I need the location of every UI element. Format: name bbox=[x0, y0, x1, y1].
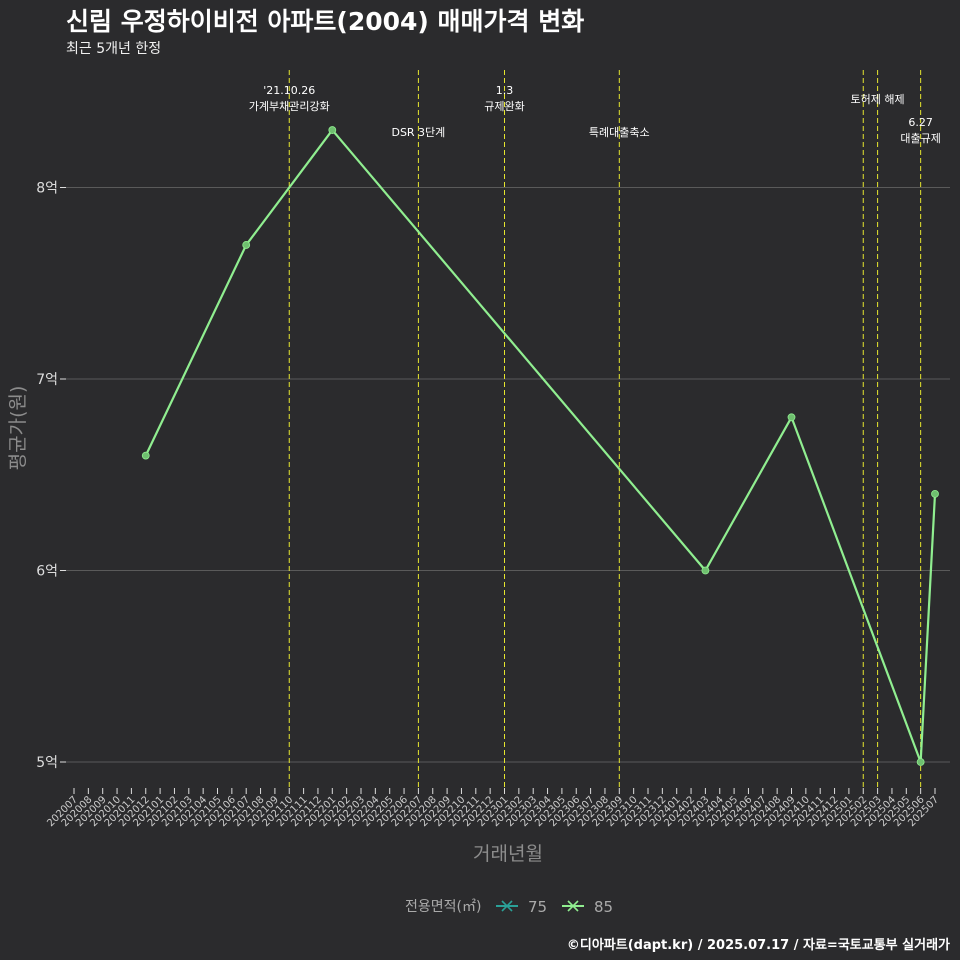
chart-title: 신림 우정하이비전 아파트(2004) 매매가격 변화 bbox=[66, 7, 585, 36]
data-point bbox=[242, 241, 251, 249]
y-axis-title: 평균가(원) bbox=[7, 386, 29, 471]
event-label: 6.27 bbox=[908, 116, 933, 129]
data-point bbox=[916, 758, 925, 766]
data-point bbox=[787, 413, 796, 422]
chart-subtitle: 최근 5개년 한정 bbox=[66, 41, 162, 57]
series-line-85 bbox=[144, 128, 937, 764]
event-label: 특례대출축소 bbox=[589, 126, 650, 139]
y-tick-label: 7억 bbox=[36, 372, 58, 388]
event-label: '21.10.26 bbox=[263, 84, 315, 97]
y-tick-label: 8억 bbox=[36, 181, 58, 197]
event-label: 1.3 bbox=[496, 84, 514, 97]
data-point bbox=[931, 489, 939, 498]
data-point bbox=[141, 451, 150, 460]
event-label: 가계부채관리강화 bbox=[249, 100, 330, 113]
legend-label: 75 bbox=[528, 898, 547, 916]
y-tick-label: 5억 bbox=[36, 755, 58, 771]
event-label: 규제완화 bbox=[484, 100, 524, 113]
source-caption: ©디아파트(dapt.kr) / 2025.07.17 / 자료=국토교통부 실… bbox=[566, 938, 950, 953]
legend-key-mark bbox=[567, 900, 579, 912]
data-point bbox=[328, 126, 337, 134]
data-point bbox=[701, 566, 710, 575]
legend-label: 85 bbox=[594, 898, 613, 916]
legend-key-mark bbox=[501, 900, 513, 912]
y-tick-label: 6억 bbox=[36, 564, 58, 580]
event-label: 토허제 해제 bbox=[851, 92, 905, 106]
event-label: DSR 3단계 bbox=[391, 126, 445, 139]
x-axis-title: 거래년월 bbox=[473, 843, 543, 865]
event-label: 대출규제 bbox=[900, 132, 940, 145]
legend-title: 전용면적(㎡) bbox=[405, 899, 481, 915]
